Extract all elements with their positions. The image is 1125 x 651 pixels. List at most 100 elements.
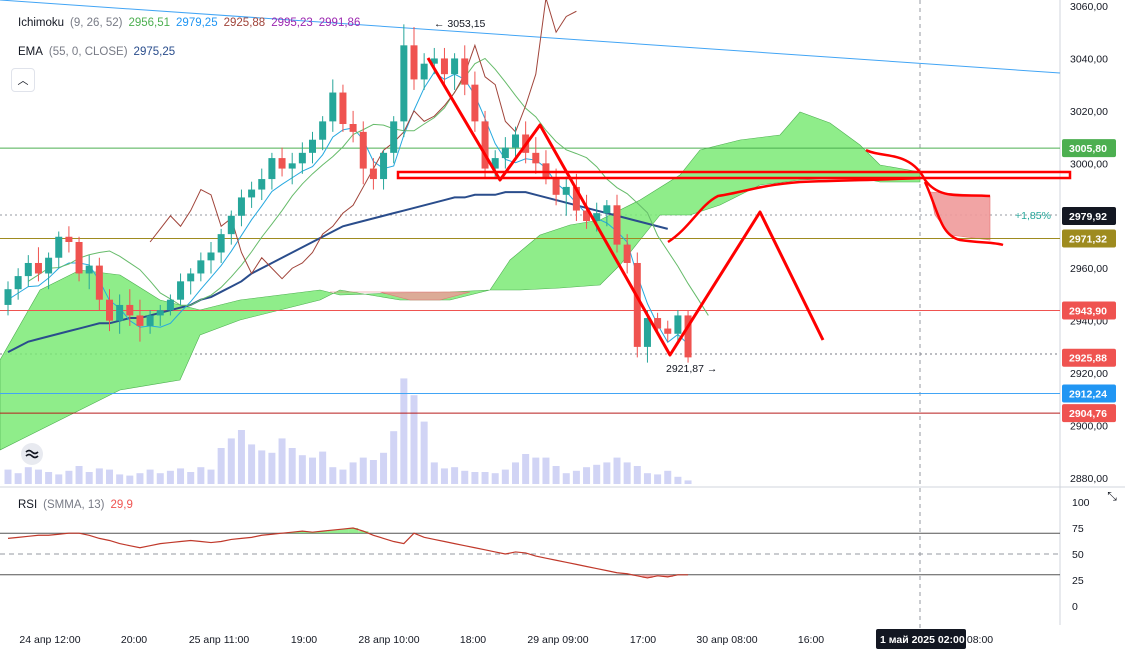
volume-bar [309,457,316,484]
price-label-badge [1062,139,1116,158]
high-annotation: ← 3053,15 [434,18,486,30]
resistance-zone [396,170,1072,180]
volume-bar [380,452,388,484]
candle-body [177,281,185,300]
candlesticks [4,24,692,363]
low-annotation: 2921,87 → [666,363,717,375]
crosshair-time-badge [876,629,966,649]
volume-bar [146,469,154,484]
volume-bar [654,474,662,484]
volume-bar [420,421,428,484]
candle-body [471,84,479,122]
candle-body [116,304,124,321]
volume-bar [248,444,256,484]
candle-body [380,152,388,180]
rsi-oversold-fill [642,574,653,578]
rsi-overbought-fill [358,531,369,534]
price-label-badge [1062,348,1116,367]
candle-body [461,58,469,85]
volume-bar [217,448,225,484]
candle-body [258,179,266,190]
price-label-text: 2943,90 [1069,305,1107,317]
expand-arrows-icon[interactable]: ⤡ [1107,488,1117,503]
rsi-tick-label: 0 [1072,601,1078,613]
price-tick-label: 2880,00 [1070,473,1108,485]
time-axis: 24 апр 12:00 20:00 25 апр 11:00 19:00 28 апр… [19,629,993,649]
candle-body [491,158,499,169]
candle-body [572,186,580,211]
candle-body [288,163,296,169]
volume-bar [298,455,306,484]
ichimoku-legend[interactable]: Ichimoku (9, 26, 52) 2956,51 2979,25 2925,88… [18,17,366,29]
candle-body [349,124,357,132]
volume-bar [339,469,347,484]
bearish-cloud [330,291,471,301]
candle-body [136,315,144,326]
candle-body [593,213,601,222]
volume-bar [501,469,509,484]
candle-body [654,318,662,329]
candle-body [623,244,631,263]
ema-line [7,191,669,354]
volume-bar [481,472,489,484]
candle-body [207,252,215,261]
volume-bar [440,468,448,484]
time-tick-label: 20:00 [121,634,147,646]
price-tick-label: 3020,00 [1070,106,1108,118]
time-tick-label: 28 апр 10:00 [358,634,419,646]
price-label-text: 2912,24 [1069,388,1107,400]
rsi-line [7,527,689,579]
candle-body [126,304,134,316]
price-axis: 3060,003040,003020,003000,002960,002940,… [1062,1,1116,613]
chikou-span-line [149,0,577,280]
ichimoku-value-2: 2979,25 [176,17,218,29]
candle-body [166,299,174,311]
candle-body [329,92,337,122]
rsi-overbought-fill [348,528,359,534]
volume-bar [4,469,12,484]
price-label-text: 2971,32 [1069,234,1107,246]
candle-body [34,262,42,274]
volume-bar [461,470,469,484]
volume-bar [542,457,550,484]
rsi-legend[interactable]: RSI (SMMA, 13) 29,9 [18,499,139,511]
volume-bar [633,466,641,484]
volume-bar [583,467,591,484]
candle-body [217,234,225,253]
candle-body [75,242,83,274]
candle-body [369,168,377,180]
candle-body [24,262,32,277]
time-tick-label: 08:00 [967,634,993,646]
rsi-overbought-fill [337,529,349,534]
volume-bar [237,430,245,484]
candle-body [532,152,540,164]
volume-bar [664,470,672,484]
candle-body [501,147,509,159]
hand-drawn-annotations [396,57,1072,357]
candle-body [14,276,22,290]
candle-body [339,92,347,124]
volume-bar [65,470,73,484]
collapse-legend-button[interactable]: ︿ [11,68,35,92]
time-tick-label: 16:00 [798,634,824,646]
ema-legend[interactable]: EMA (55, 0, CLOSE) 2975,25 [18,46,181,58]
volume-bar [55,474,63,484]
volume-bar [491,473,499,484]
volume-bar [613,457,621,484]
candle-body [309,139,316,153]
rsi-value: 29,9 [110,499,133,511]
candle-body [633,262,641,347]
volume-bar [95,468,103,484]
candle-body [359,131,367,169]
candle-body [512,134,519,148]
volume-bar [572,470,580,484]
price-tick-label: 3040,00 [1070,53,1108,65]
volume-bar [227,438,235,484]
candle-body [85,265,93,274]
volume-bar [430,462,438,484]
rsi-params: (SMMA, 13) [43,499,105,511]
candle-body [430,58,438,64]
volume-bar [177,468,185,484]
ema-value: 2975,25 [133,46,176,58]
